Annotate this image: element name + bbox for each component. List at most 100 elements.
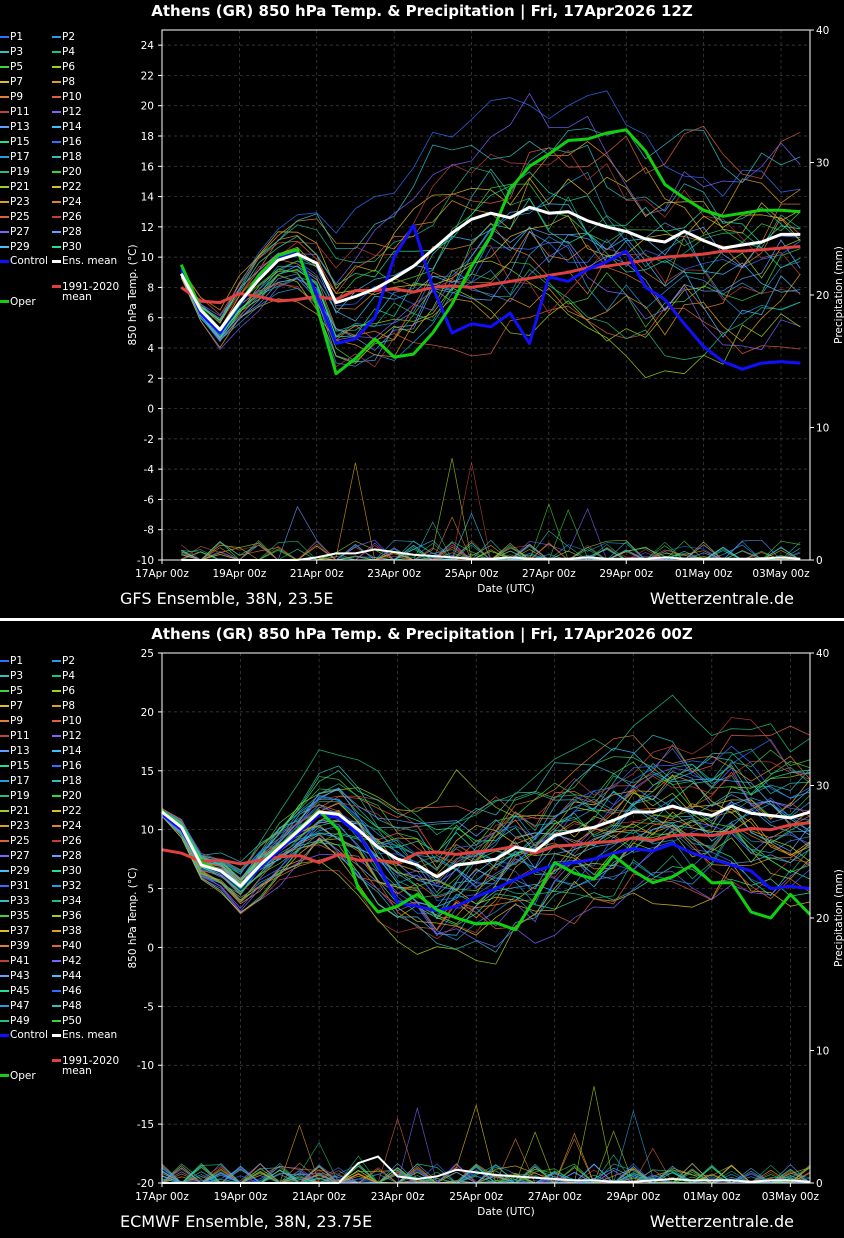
legend-item: P30 bbox=[52, 241, 82, 253]
legend-swatch bbox=[52, 96, 61, 98]
legend-label: P49 bbox=[10, 1015, 30, 1027]
legend-item: P26 bbox=[52, 835, 82, 847]
legend-item: P12 bbox=[52, 106, 82, 118]
x-tick-label: 29Apr 00z bbox=[606, 1191, 660, 1203]
y-tick-label: 8 bbox=[147, 282, 154, 294]
legend-swatch bbox=[52, 1020, 61, 1022]
legend-swatch bbox=[0, 1005, 9, 1007]
member-series-line bbox=[161, 813, 811, 965]
legend-swatch bbox=[52, 51, 61, 53]
legend-swatch bbox=[0, 259, 9, 263]
legend-item: P14 bbox=[52, 121, 82, 133]
legend-swatch bbox=[52, 285, 61, 288]
legend-label: P28 bbox=[62, 850, 82, 862]
legend-item: P24 bbox=[52, 820, 82, 832]
member-series-line bbox=[161, 717, 811, 872]
legend-label: P24 bbox=[62, 196, 82, 208]
legend-label: P3 bbox=[10, 670, 24, 682]
member-series-line bbox=[161, 797, 811, 936]
ecmwf-panel: -20 -15 -10 -5 0 5 10 15 20 25 0 10 20 30 40 17Apr 00z 1… bbox=[0, 623, 844, 1238]
legend-swatch bbox=[52, 156, 61, 158]
x-axis-label: Date (UTC) bbox=[477, 583, 534, 595]
legend-item: P6 bbox=[52, 685, 75, 697]
legend-swatch bbox=[0, 51, 9, 53]
legend-swatch bbox=[52, 111, 61, 113]
legend-item: P19 bbox=[0, 166, 30, 178]
member-series-line bbox=[161, 694, 811, 875]
legend-label: P29 bbox=[10, 865, 30, 877]
legend-swatch bbox=[0, 900, 9, 902]
gfs-panel: -10 -8 -6 -4 -2 0 2 4 6 8 10 12 14 16 18 20 22 24 0 10 20 30 4… bbox=[0, 0, 844, 617]
legend-label: P38 bbox=[62, 925, 82, 937]
legend-swatch bbox=[52, 990, 61, 992]
legend-swatch bbox=[52, 141, 61, 143]
gfs-chart: -10-8-6-4-202468101214161820222401020304… bbox=[127, 25, 844, 595]
legend-item: P20 bbox=[52, 790, 82, 802]
x-tick-label: 29Apr 00z bbox=[599, 568, 653, 580]
gfs-footer-brand[interactable]: Wetterzentrale.de bbox=[649, 589, 794, 608]
legend-item: P15 bbox=[0, 760, 30, 772]
legend-swatch bbox=[52, 690, 61, 692]
legend-label: P3 bbox=[10, 46, 24, 58]
legend-label: P15 bbox=[10, 760, 30, 772]
member-series-line bbox=[161, 787, 811, 891]
member-series-line bbox=[180, 244, 801, 351]
member-series-line bbox=[161, 725, 811, 881]
legend-item: P8 bbox=[52, 700, 75, 712]
y2-axis-label: Precipitation (mm) bbox=[833, 246, 844, 344]
legend-swatch bbox=[0, 915, 9, 917]
legend-swatch bbox=[0, 141, 9, 143]
legend-item: P2 bbox=[52, 31, 75, 43]
legend-item: P21 bbox=[0, 805, 30, 817]
legend-item: P15 bbox=[0, 136, 30, 148]
legend-item: P48 bbox=[52, 1000, 82, 1012]
series-line-0 bbox=[179, 205, 801, 332]
legend-item: P49 bbox=[0, 1015, 30, 1027]
legend-item: P12 bbox=[52, 730, 82, 742]
x-tick-label: 25Apr 00z bbox=[449, 1191, 503, 1203]
legend-item: P29 bbox=[0, 865, 30, 877]
legend-item: P28 bbox=[52, 226, 82, 238]
legend-swatch bbox=[0, 1033, 9, 1037]
legend-label: P35 bbox=[10, 910, 30, 922]
x-tick-label: 23Apr 00z bbox=[371, 1191, 425, 1203]
x-tick-label: 01May 00z bbox=[683, 1191, 741, 1203]
legend-label: P2 bbox=[62, 655, 76, 667]
legend-item: P24 bbox=[52, 196, 82, 208]
legend-item: P4 bbox=[52, 670, 75, 682]
member-series-line bbox=[161, 809, 811, 899]
legend-swatch bbox=[52, 780, 61, 782]
legend-label: P33 bbox=[10, 895, 30, 907]
legend-item: P25 bbox=[0, 211, 30, 223]
member-series-line bbox=[161, 813, 811, 931]
y-tick-label: 6 bbox=[147, 313, 154, 325]
ecmwf-footer-brand[interactable]: Wetterzentrale.de bbox=[649, 1212, 794, 1231]
legend-label: P48 bbox=[62, 1000, 82, 1012]
y-tick-label: -2 bbox=[144, 434, 154, 446]
legend-label: P10 bbox=[62, 91, 82, 103]
legend-item: P25 bbox=[0, 835, 30, 847]
legend-label: P47 bbox=[10, 1000, 30, 1012]
legend-item: P7 bbox=[0, 76, 23, 88]
member-series-line bbox=[161, 735, 811, 884]
legend-label: P13 bbox=[10, 745, 30, 757]
y2-tick-label: 20 bbox=[816, 290, 829, 302]
y-tick-label: -6 bbox=[144, 494, 155, 506]
y-axis-label: 850 hPa Temp. (°C) bbox=[127, 244, 139, 345]
y-tick-label: 22 bbox=[141, 70, 154, 82]
legend-label: P26 bbox=[62, 835, 82, 847]
legend-swatch bbox=[0, 810, 9, 812]
legend-swatch bbox=[52, 259, 61, 263]
legend-label: P10 bbox=[62, 715, 82, 727]
legend-label: P20 bbox=[62, 166, 82, 178]
legend-label: P9 bbox=[10, 91, 24, 103]
legend-item: P29 bbox=[0, 241, 30, 253]
legend-label: P16 bbox=[62, 136, 82, 148]
legend-label: P21 bbox=[10, 805, 30, 817]
member-series-line bbox=[180, 214, 801, 324]
legend-item: P39 bbox=[0, 940, 30, 952]
x-tick-label: 01May 00z bbox=[675, 568, 733, 580]
legend-label: 1991-2020 mean bbox=[62, 1054, 120, 1077]
legend-label: P44 bbox=[62, 970, 82, 982]
legend-swatch bbox=[52, 960, 61, 962]
